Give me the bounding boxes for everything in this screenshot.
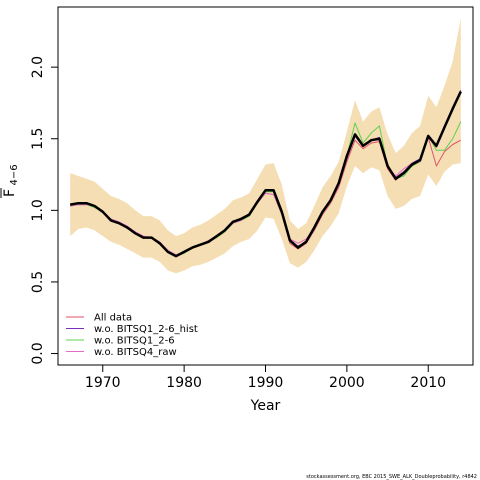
y-axis: 0.0 0.5 1.0 1.5 2.0 [30,56,59,365]
y-axis-title: F 4−6 [0,164,20,198]
x-tick-label: 1980 [166,375,202,391]
legend-label: w.o. BITSQ4_raw [94,347,177,358]
x-tick-label: 1970 [85,375,121,391]
y-axis-title-subscript: 4−6 [9,164,20,185]
confidence-band-layer [70,18,461,274]
x-tick-label: 2000 [329,375,365,391]
y-axis-title-main: F [2,189,18,197]
confidence-band [70,18,461,274]
series-line-estimate [69,90,462,258]
legend-label: All data [94,313,132,324]
y-tick-label: 1.5 [30,128,46,150]
x-axis-title: Year [250,398,281,414]
series-layer [69,89,462,258]
y-tick-label: 0.0 [30,342,46,364]
y-tick-label: 2.0 [30,56,46,78]
legend-label: w.o. BITSQ1_2-6_hist [94,324,198,335]
x-tick-label: 1990 [248,375,284,391]
x-tick-label: 2010 [410,375,446,391]
legend-label: w.o. BITSQ1_2-6 [94,336,175,347]
y-tick-label: 1.0 [30,199,46,221]
footer-credit: stockassessment.org, EBC 2015_SWE_ALK_Do… [306,474,477,480]
x-axis: 1970 1980 1990 2000 2010 [85,364,446,391]
y-tick-label: 0.5 [30,271,46,293]
